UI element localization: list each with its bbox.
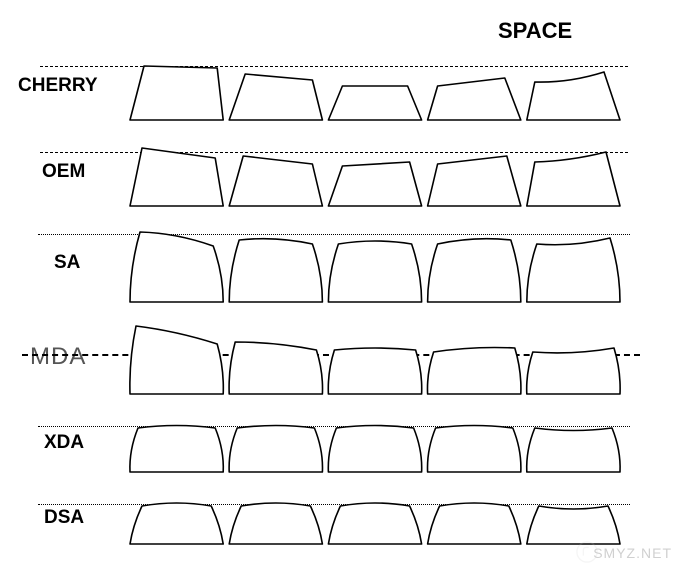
keycap-profile-mda-3 (328, 348, 421, 394)
keycap-profile-cherry-2 (229, 74, 322, 120)
keycap-profile-cherry-1 (130, 66, 223, 120)
keycap-profile-sa-4 (428, 239, 521, 302)
keycap-profile-xda-5 (527, 428, 620, 472)
keycap-profile-sa-2 (229, 239, 322, 302)
keycap-profile-oem-2 (229, 156, 322, 206)
caps-sa (0, 218, 680, 306)
keycap-profile-cherry-3 (328, 86, 421, 120)
keycap-profile-dsa-4 (428, 503, 521, 544)
keycap-profile-oem-5 (527, 152, 620, 206)
keycap-profile-mda-1 (130, 326, 223, 394)
header-space-label: SPACE (498, 18, 572, 44)
caps-dsa (0, 486, 680, 548)
keycap-profile-dsa-3 (328, 503, 421, 544)
keycap-profile-sa-5 (527, 238, 620, 302)
keycap-profile-xda-3 (328, 426, 421, 473)
keycap-profile-cherry-5 (527, 72, 620, 120)
watermark-text: SMYZ.NET (593, 545, 672, 561)
keycap-profile-mda-2 (229, 342, 322, 394)
keycap-profile-mda-5 (527, 348, 620, 394)
keycap-profile-mda-4 (427, 348, 520, 395)
keycap-profile-dsa-2 (229, 503, 322, 544)
caps-oem (0, 132, 680, 210)
keycap-profile-xda-1 (130, 426, 223, 473)
keycap-profile-oem-4 (428, 156, 521, 206)
keycap-profile-dsa-1 (130, 503, 223, 544)
caps-xda (0, 408, 680, 476)
keycap-profile-xda-2 (229, 426, 322, 473)
keycap-profile-cherry-4 (428, 78, 521, 120)
keycap-profile-xda-4 (428, 426, 521, 473)
keycap-profile-sa-1 (130, 232, 223, 302)
keycap-profile-oem-3 (328, 162, 421, 206)
keycap-profile-sa-3 (328, 241, 421, 302)
keycap-profile-dsa-5 (527, 506, 620, 544)
diagram-container: SPACE CHERRYOEMSAMDAXDADSA SMYZ.NET (0, 0, 680, 567)
keycap-profile-oem-1 (130, 148, 223, 206)
caps-mda (0, 314, 680, 398)
caps-cherry (0, 46, 680, 124)
